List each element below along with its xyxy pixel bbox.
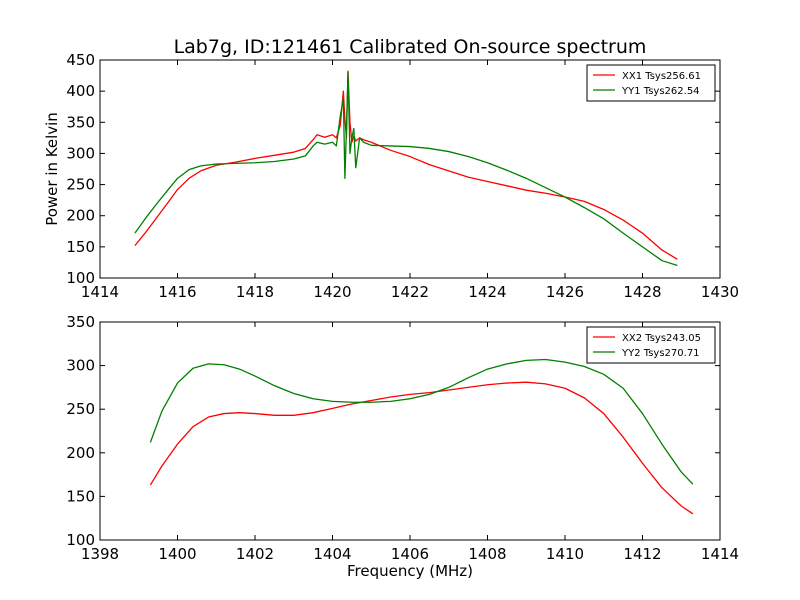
x-tick-label: 1430: [701, 283, 739, 301]
chart-title: Lab7g, ID:121461 Calibrated On-source sp…: [174, 36, 647, 58]
plot-panels: 1414 1416 1418 1420 1422 1424 1426 1428 14301001…: [66, 51, 739, 563]
y-tick-label: 150: [66, 487, 95, 505]
y-tick-label: 350: [66, 313, 95, 331]
y-tick-label: 350: [66, 113, 95, 131]
y-tick-label: 400: [66, 82, 95, 100]
x-tick-label: 1400: [158, 545, 196, 563]
x-tick-label: 1418: [236, 283, 274, 301]
y-tick-label: 200: [66, 207, 95, 225]
legend-label: XX1 Tsys256.61: [622, 71, 701, 82]
x-tick-label: 1408: [468, 545, 506, 563]
y-tick-label: 250: [66, 176, 95, 194]
x-tick-label: 1398: [81, 545, 119, 563]
legend: XX1 Tsys256.61 YY1 Tsys262.54: [586, 64, 716, 102]
x-tick-label: 1416: [158, 283, 196, 301]
legend-label: XX2 Tsys243.05: [622, 333, 701, 344]
series-line-2-2: [149, 358, 694, 485]
x-tick-label: 1428: [623, 283, 661, 301]
plot-panel-1: 1414 1416 1418 1420 1422 1424 1426 1428 1430 100 1…: [66, 51, 739, 301]
y-tick-label: 250: [66, 400, 95, 418]
legend-label: YY1 Tsys262.54: [621, 86, 700, 97]
x-tick-label: 1426: [546, 283, 584, 301]
legend-label: YY2 Tsys270.71: [621, 348, 700, 359]
y-tick-label: 450: [66, 51, 95, 69]
x-tick-label: 1406: [391, 545, 429, 563]
x-tick-label: 1402: [236, 545, 274, 563]
x-tick-label: 1404: [313, 545, 351, 563]
legend-box: [586, 64, 716, 102]
y-tick-label: 100: [66, 269, 95, 287]
y-tick-label: 150: [66, 238, 95, 256]
y-tick-label: 300: [66, 144, 95, 162]
x-axis-label: Frequency (MHz): [347, 562, 473, 580]
plot-panel-2: 1398 1400 1402 1404 1406 1408 1410 1412 1414 100 1…: [66, 313, 739, 563]
x-tick-label: 1412: [623, 545, 661, 563]
x-tick-label: 1410: [546, 545, 584, 563]
x-tick-label: 1414: [701, 545, 739, 563]
y-tick-label: 200: [66, 444, 95, 462]
series-line-2-1: [149, 381, 694, 515]
series-line-1-2: [134, 71, 678, 267]
y-tick-label: 100: [66, 531, 95, 549]
y-axis-label: Power in Kelvin: [43, 112, 61, 226]
legend-box: [586, 326, 716, 364]
x-tick-label: 1420: [313, 283, 351, 301]
y-tick-label: 300: [66, 357, 95, 375]
legend: XX2 Tsys243.05 YY2 Tsys270.71: [586, 326, 716, 364]
x-tick-label: 1422: [391, 283, 429, 301]
x-tick-label: 1424: [468, 283, 506, 301]
x-tick-label: 1414: [81, 283, 119, 301]
